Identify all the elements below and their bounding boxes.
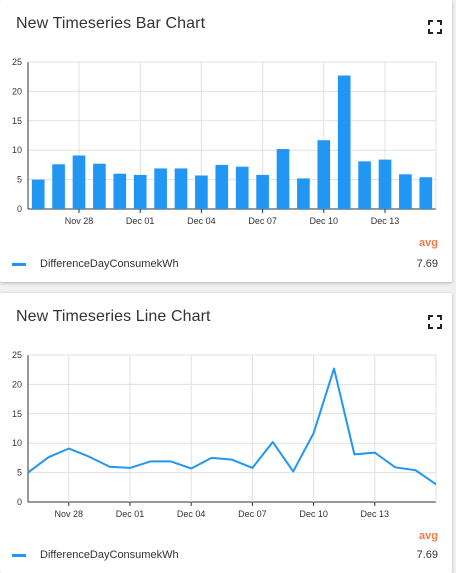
y-tick-label: 25 bbox=[12, 350, 22, 360]
y-tick-label: 5 bbox=[17, 175, 22, 185]
bar bbox=[276, 149, 290, 209]
bar bbox=[72, 155, 86, 209]
series-line bbox=[27, 367, 437, 486]
bar bbox=[337, 75, 351, 209]
x-tick-label: Dec 04 bbox=[177, 509, 206, 519]
y-tick-label: 20 bbox=[12, 379, 22, 389]
bar bbox=[399, 174, 412, 209]
legend-label: DifferenceDayConsumekWh bbox=[40, 549, 179, 561]
bar-chart: 0 5 10 15 20 25 Nov 28 Dec 01 Dec 04 Dec 07 Dec 10… bbox=[12, 57, 437, 226]
y-tick-label: 25 bbox=[12, 57, 22, 67]
y-tick-label: 15 bbox=[12, 116, 22, 126]
line-chart: 0 5 10 15 20 25 Nov 28 Dec 01 Dec 04 Dec 07 Dec 10… bbox=[12, 350, 437, 519]
legend-item[interactable]: DifferenceDayConsumekWh bbox=[12, 258, 179, 270]
bar bbox=[195, 175, 208, 209]
avg-header: avg bbox=[419, 530, 438, 542]
bar bbox=[52, 164, 65, 209]
widget-title: New Timeseries Line Chart bbox=[16, 308, 211, 325]
y-tick-label: 15 bbox=[12, 409, 22, 419]
bar bbox=[154, 168, 167, 209]
bar bbox=[317, 140, 331, 209]
x-tick-label: Dec 01 bbox=[126, 216, 155, 226]
legend-item[interactable]: DifferenceDayConsumekWh bbox=[12, 549, 179, 561]
x-tick-label: Dec 01 bbox=[116, 509, 145, 519]
y-tick-label: 0 bbox=[17, 497, 22, 507]
x-tick-label: Nov 28 bbox=[65, 216, 94, 226]
x-tick-label: Dec 13 bbox=[361, 509, 390, 519]
bar bbox=[297, 178, 310, 209]
avg-header: avg bbox=[419, 237, 438, 249]
bar bbox=[113, 173, 127, 209]
legend-swatch bbox=[12, 262, 26, 266]
x-tick-label: Dec 04 bbox=[187, 216, 216, 226]
legend-swatch bbox=[12, 553, 26, 557]
x-tick-label: Dec 13 bbox=[371, 216, 400, 226]
x-tick-label: Nov 28 bbox=[55, 509, 84, 519]
avg-value: 7.69 bbox=[416, 258, 438, 270]
avg-value: 7.69 bbox=[416, 549, 438, 561]
bar bbox=[93, 163, 106, 209]
bar bbox=[174, 168, 188, 209]
fullscreen-icon[interactable] bbox=[428, 20, 442, 34]
legend-label: DifferenceDayConsumekWh bbox=[40, 258, 179, 270]
y-tick-label: 20 bbox=[12, 86, 22, 96]
x-tick-label: Dec 10 bbox=[299, 509, 328, 519]
widget-title: New Timeseries Bar Chart bbox=[16, 15, 206, 32]
y-tick-label: 5 bbox=[17, 468, 22, 478]
bar bbox=[215, 164, 229, 209]
bar-chart-widget: New Timeseries Bar Chart 0 5 10 15 20 25 Nov 2… bbox=[0, 0, 452, 282]
line-chart-widget: New Timeseries Line Chart 0 5 10 15 20 25 Nov … bbox=[0, 293, 452, 573]
y-tick-label: 10 bbox=[12, 438, 22, 448]
x-tick-label: Dec 07 bbox=[238, 509, 267, 519]
x-tick-label: Dec 10 bbox=[310, 216, 339, 226]
bar bbox=[378, 159, 392, 209]
bar bbox=[133, 174, 147, 209]
fullscreen-icon[interactable] bbox=[428, 315, 442, 329]
bar bbox=[256, 174, 269, 209]
y-tick-label: 10 bbox=[12, 145, 22, 155]
bar bbox=[358, 161, 371, 209]
y-tick-label: 0 bbox=[17, 204, 22, 214]
x-tick-label: Dec 07 bbox=[248, 216, 277, 226]
bar bbox=[31, 179, 45, 209]
bar bbox=[235, 166, 249, 209]
bar bbox=[419, 177, 433, 209]
